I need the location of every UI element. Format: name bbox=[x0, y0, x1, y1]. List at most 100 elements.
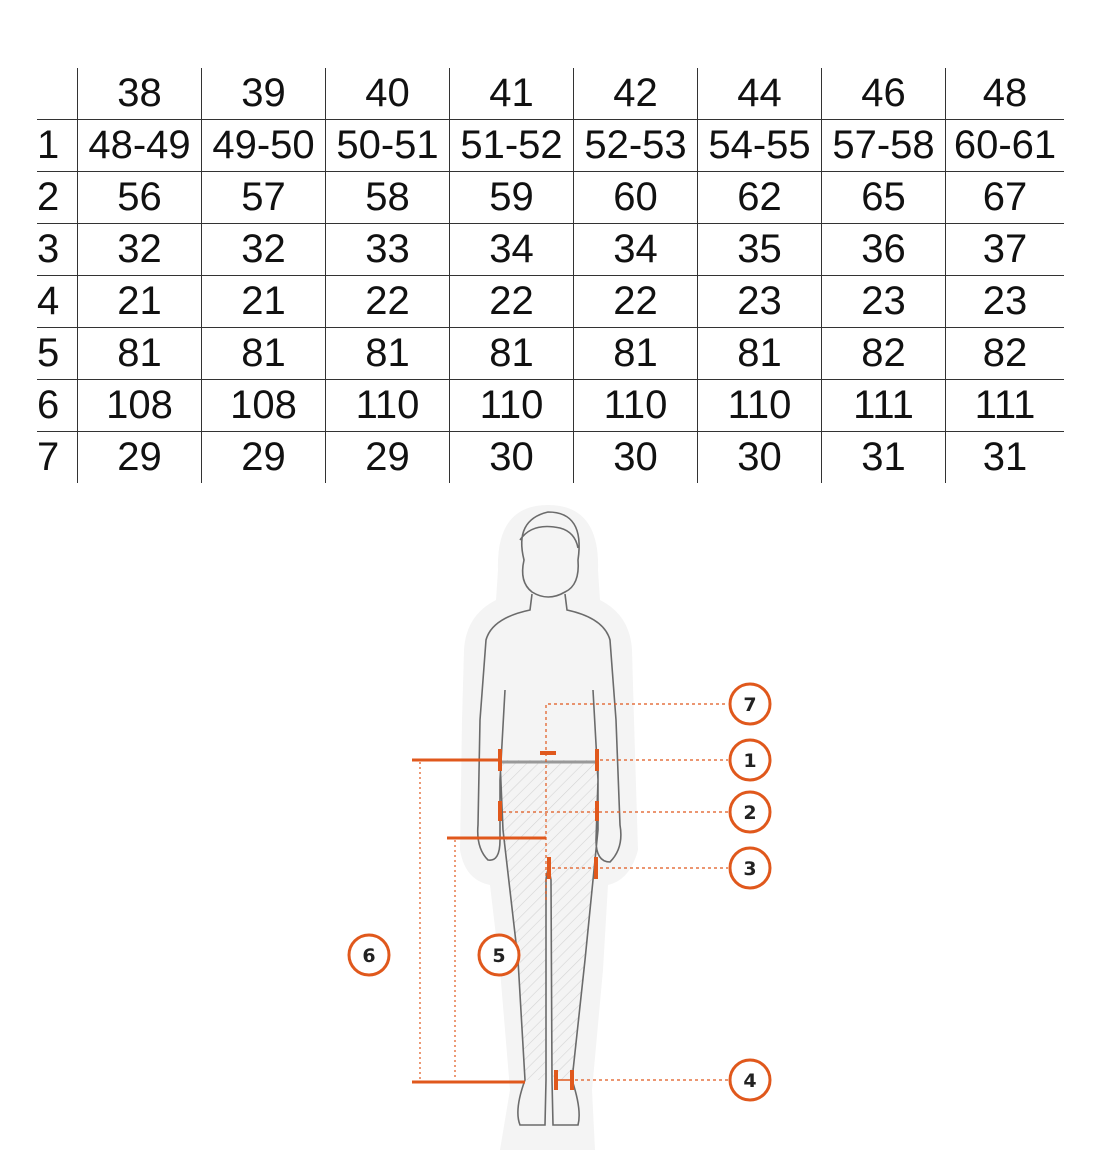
table-cell: 108 bbox=[201, 379, 326, 432]
table-cell: 62 bbox=[697, 171, 822, 224]
marker-1: 1 bbox=[728, 738, 772, 782]
table-cell: 29 bbox=[325, 431, 450, 483]
marker-3: 3 bbox=[728, 846, 772, 890]
table-cell: 49-50 bbox=[201, 119, 326, 172]
row-label: 2 bbox=[37, 171, 78, 224]
table-cell: 110 bbox=[449, 379, 574, 432]
table-cell: 110 bbox=[325, 379, 450, 432]
table-cell: 36 bbox=[821, 223, 946, 276]
table-cell: 52-53 bbox=[573, 119, 698, 172]
marker-7: 7 bbox=[728, 682, 772, 726]
table-cell: 111 bbox=[821, 379, 946, 432]
table-row: 4 21 21 22 22 22 23 23 23 bbox=[37, 275, 1064, 328]
table-cell: 34 bbox=[573, 223, 698, 276]
table-cell: 81 bbox=[77, 327, 202, 380]
table-cell: 65 bbox=[821, 171, 946, 224]
table-cell: 57 bbox=[201, 171, 326, 224]
table-cell: 22 bbox=[449, 275, 574, 328]
table-cell: 32 bbox=[77, 223, 202, 276]
table-cell: 108 bbox=[77, 379, 202, 432]
marker-6: 6 bbox=[347, 933, 391, 977]
table-cell: 23 bbox=[945, 275, 1064, 328]
corner-cell bbox=[37, 68, 78, 120]
size-header: 41 bbox=[449, 68, 574, 120]
table-row: 5 81 81 81 81 81 81 82 82 bbox=[37, 327, 1064, 380]
table-cell: 60-61 bbox=[945, 119, 1064, 172]
table-cell: 81 bbox=[201, 327, 326, 380]
table-cell: 81 bbox=[573, 327, 698, 380]
table-cell: 57-58 bbox=[821, 119, 946, 172]
row-label: 4 bbox=[37, 275, 78, 328]
table-cell: 50-51 bbox=[325, 119, 450, 172]
table-cell: 30 bbox=[573, 431, 698, 483]
marker-3-label: 3 bbox=[743, 858, 756, 880]
row-label: 7 bbox=[37, 431, 78, 483]
table-cell: 59 bbox=[449, 171, 574, 224]
size-header: 42 bbox=[573, 68, 698, 120]
table-cell: 32 bbox=[201, 223, 326, 276]
table-cell: 30 bbox=[449, 431, 574, 483]
table-cell: 35 bbox=[697, 223, 822, 276]
table-cell: 23 bbox=[697, 275, 822, 328]
size-header: 46 bbox=[821, 68, 946, 120]
marker-4-label: 4 bbox=[743, 1070, 756, 1092]
table-cell: 34 bbox=[449, 223, 574, 276]
table-cell: 37 bbox=[945, 223, 1064, 276]
table-cell: 23 bbox=[821, 275, 946, 328]
table-cell: 56 bbox=[77, 171, 202, 224]
marker-4: 4 bbox=[728, 1058, 772, 1102]
size-header: 40 bbox=[325, 68, 450, 120]
row-label: 3 bbox=[37, 223, 78, 276]
table-cell: 58 bbox=[325, 171, 450, 224]
measurement-lines bbox=[412, 703, 728, 1090]
row-label: 6 bbox=[37, 379, 78, 432]
size-table: 38 39 40 41 42 44 46 48 1 48-49 49-50 50-51… bbox=[37, 68, 1064, 483]
table-row: 3 32 32 33 34 34 35 36 37 bbox=[37, 223, 1064, 276]
table-cell: 110 bbox=[697, 379, 822, 432]
table-cell: 82 bbox=[821, 327, 946, 380]
table-cell: 81 bbox=[449, 327, 574, 380]
header-row: 38 39 40 41 42 44 46 48 bbox=[37, 68, 1064, 120]
head-outline bbox=[519, 511, 580, 598]
row-label: 5 bbox=[37, 327, 78, 380]
table-cell: 81 bbox=[325, 327, 450, 380]
table-cell: 33 bbox=[325, 223, 450, 276]
body-figure bbox=[460, 505, 638, 1150]
size-header: 48 bbox=[945, 68, 1064, 120]
size-header: 39 bbox=[201, 68, 326, 120]
table-row: 1 48-49 49-50 50-51 51-52 52-53 54-55 57-58 60-6… bbox=[37, 119, 1064, 172]
table-cell: 111 bbox=[945, 379, 1064, 432]
table-cell: 31 bbox=[821, 431, 946, 483]
table-cell: 21 bbox=[77, 275, 202, 328]
marker-5-label: 5 bbox=[492, 945, 505, 967]
table-cell: 29 bbox=[77, 431, 202, 483]
marker-6-label: 6 bbox=[362, 945, 375, 967]
row-label: 1 bbox=[37, 119, 78, 172]
table-row: 6 108 108 110 110 110 110 111 111 bbox=[37, 379, 1064, 432]
table-cell: 60 bbox=[573, 171, 698, 224]
size-header: 38 bbox=[77, 68, 202, 120]
table-cell: 22 bbox=[573, 275, 698, 328]
table-cell: 67 bbox=[945, 171, 1064, 224]
pants-hatch bbox=[500, 760, 598, 1080]
table-cell: 31 bbox=[982, 435, 1028, 479]
table-row: 2 56 57 58 59 60 62 65 67 bbox=[37, 171, 1064, 224]
table-cell: 81 bbox=[697, 327, 822, 380]
size-header: 44 bbox=[697, 68, 822, 120]
table-cell: 29 bbox=[201, 431, 326, 483]
table-cell: 51-52 bbox=[449, 119, 574, 172]
table-cell: 82 bbox=[945, 327, 1064, 380]
marker-1-label: 1 bbox=[743, 750, 756, 772]
table-cell: 21 bbox=[201, 275, 326, 328]
table-cell: 48-49 bbox=[77, 119, 202, 172]
marker-5: 5 bbox=[477, 933, 521, 977]
table-cell: 22 bbox=[325, 275, 450, 328]
table-row: 7 29 29 29 30 30 30 31 31 bbox=[37, 431, 1064, 483]
table-cell: 110 bbox=[573, 379, 698, 432]
marker-2: 2 bbox=[728, 790, 772, 834]
table-cell: 30 bbox=[697, 431, 822, 483]
marker-2-label: 2 bbox=[743, 802, 756, 824]
table-cell: 54-55 bbox=[697, 119, 822, 172]
marker-7-label: 7 bbox=[743, 694, 756, 716]
